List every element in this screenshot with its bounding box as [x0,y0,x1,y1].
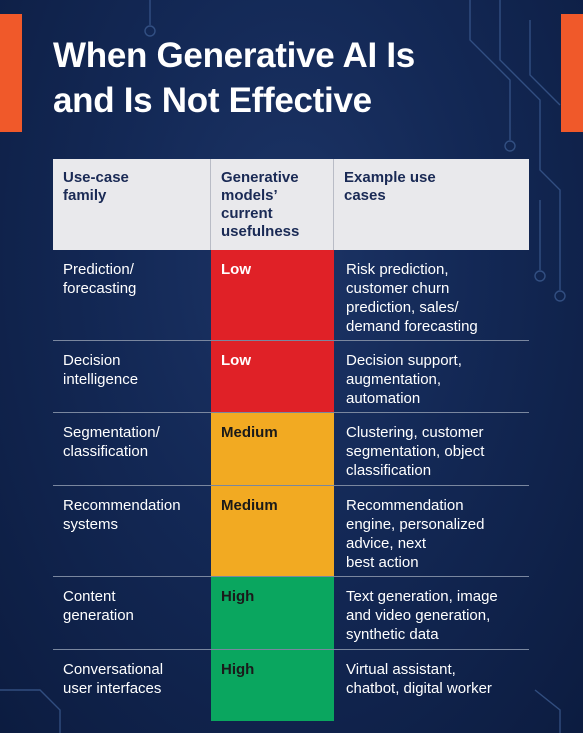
use-case-family-cell: Prediction/ forecasting [63,261,137,297]
example-use-cases-cell: Recommendation engine, personalized advi… [346,497,485,571]
use-case-family-cell: Decision intelligence [63,352,139,388]
usefulness-cell-high: High [211,577,334,650]
example-use-cases-cell: Virtual assistant, chatbot, digital work… [346,661,492,697]
title-line-2: and Is Not Effective [53,81,372,120]
example-use-cases-cell: Decision support, augmentation, automati… [346,352,462,407]
use-case-family-cell: Recommendation systems [63,497,181,533]
table-row: Prediction/ forecasting Low Risk predict… [53,250,529,341]
usefulness-table: Use-case family Generative models’ curre… [53,159,529,721]
use-case-family-cell: Segmentation/ classification [63,424,160,460]
header-example-use-cases: Example use cases [344,169,436,204]
example-use-cases-cell: Text generation, image and video generat… [346,588,498,643]
use-case-family-cell: Conversational user interfaces [63,661,164,697]
table-row: Segmentation/ classification Medium Clus… [53,413,529,486]
table-row: Content generation High Text generation,… [53,577,529,650]
page-title: When Generative AI Is and Is Not Effecti… [53,33,523,123]
example-use-cases-cell: Clustering, customer segmentation, objec… [346,424,485,479]
usefulness-cell-medium: Medium [211,486,334,577]
table-row: Recommendation systems Medium Recommenda… [53,486,529,577]
use-case-family-cell: Content generation [63,588,134,624]
header-usefulness: Generative models’ current usefulness [211,159,334,250]
table-row: Decision intelligence Low Decision suppo… [53,341,529,413]
table-row: Conversational user interfaces High Virt… [53,650,529,721]
example-use-cases-cell: Risk prediction, customer churn predicti… [346,261,478,335]
usefulness-cell-low: Low [211,250,334,341]
header-use-case-family: Use-case family [53,159,211,250]
usefulness-cell-high: High [211,650,334,721]
accent-bar-left [0,14,22,132]
usefulness-cell-medium: Medium [211,413,334,486]
title-line-1: When Generative AI Is [53,36,415,75]
usefulness-cell-low: Low [211,341,334,413]
accent-bar-right [561,14,583,132]
table-header: Use-case family Generative models’ curre… [53,159,529,250]
